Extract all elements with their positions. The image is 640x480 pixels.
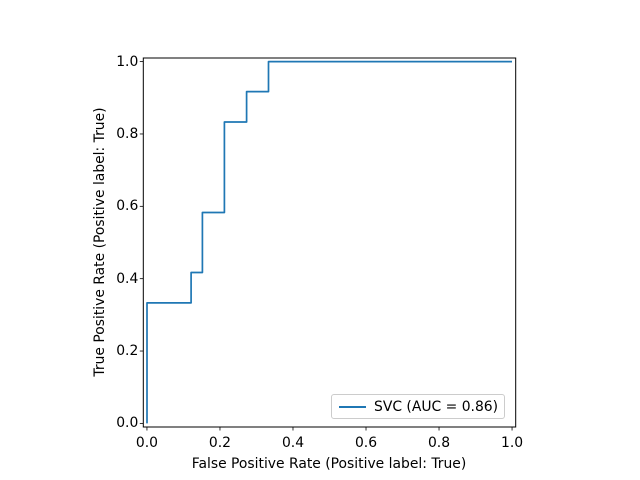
- legend: SVC (AUC = 0.86): [331, 394, 505, 419]
- axes-spines: [142, 57, 517, 428]
- y-tick-label: 1.0: [116, 53, 139, 70]
- x-tick-label: 0.8: [427, 435, 451, 451]
- y-tick-label: 0.6: [116, 198, 139, 215]
- x-tick-label: 0.4: [281, 435, 305, 451]
- legend-line-sample: [339, 405, 366, 408]
- roc-curve: [146, 60, 512, 424]
- x-axis-label: False Positive Rate (Positive label: Tru…: [191, 456, 467, 472]
- x-tick-label: 1.0: [501, 435, 524, 451]
- y-tick-label: 0.8: [116, 125, 139, 142]
- x-tick-label: 0.0: [135, 435, 158, 451]
- y-tick-label: 0.0: [116, 415, 139, 432]
- y-axis-label: True Positive Rate (Positive label: True…: [92, 107, 108, 377]
- x-tick-label: 0.2: [208, 435, 232, 451]
- x-tick-label: 0.6: [354, 435, 378, 451]
- y-tick-label: 0.4: [116, 270, 139, 287]
- y-tick-label: 0.2: [116, 343, 139, 360]
- legend-label: SVC (AUC = 0.86): [374, 398, 499, 415]
